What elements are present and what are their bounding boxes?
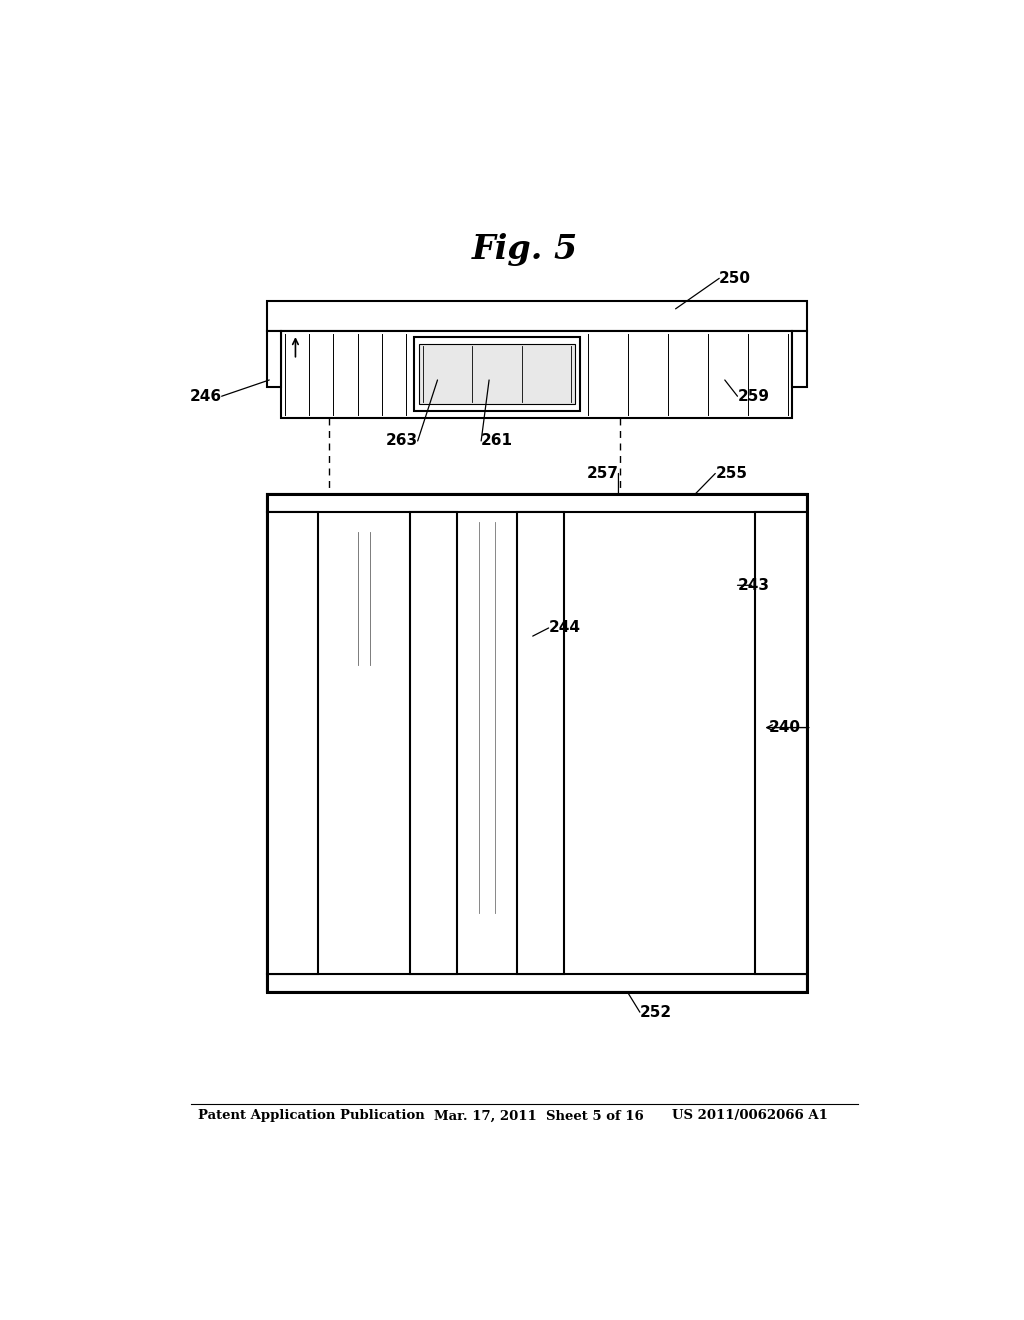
Bar bbox=[267, 974, 807, 991]
Text: 243: 243 bbox=[737, 578, 769, 593]
Bar bbox=[267, 494, 807, 991]
Bar bbox=[267, 494, 807, 512]
Bar bbox=[755, 512, 807, 974]
Text: 257: 257 bbox=[587, 466, 618, 480]
Text: 244: 244 bbox=[549, 620, 581, 635]
Bar bbox=[267, 301, 807, 331]
Text: Mar. 17, 2011  Sheet 5 of 16: Mar. 17, 2011 Sheet 5 of 16 bbox=[433, 1109, 643, 1122]
Text: 255: 255 bbox=[715, 466, 748, 480]
Text: Fig. 5: Fig. 5 bbox=[472, 234, 578, 267]
Text: 252: 252 bbox=[640, 1005, 672, 1019]
Bar bbox=[517, 512, 564, 974]
Text: Patent Application Publication: Patent Application Publication bbox=[198, 1109, 425, 1122]
Bar bbox=[410, 512, 458, 974]
Bar bbox=[419, 345, 574, 404]
Bar bbox=[517, 512, 564, 974]
Bar bbox=[267, 974, 807, 991]
Bar bbox=[267, 301, 807, 331]
Bar bbox=[267, 331, 282, 387]
Text: 250: 250 bbox=[719, 271, 752, 286]
Bar bbox=[267, 494, 807, 512]
Bar bbox=[793, 331, 807, 387]
Text: 246: 246 bbox=[189, 388, 221, 404]
Text: 259: 259 bbox=[737, 388, 769, 404]
Text: 240: 240 bbox=[769, 721, 801, 735]
Bar bbox=[755, 512, 807, 974]
Text: US 2011/0062066 A1: US 2011/0062066 A1 bbox=[672, 1109, 827, 1122]
Bar bbox=[267, 512, 318, 974]
Bar bbox=[267, 512, 318, 974]
Text: 263: 263 bbox=[386, 433, 418, 449]
Bar bbox=[414, 338, 581, 412]
Bar bbox=[410, 512, 458, 974]
Bar bbox=[282, 331, 793, 417]
Text: 261: 261 bbox=[481, 433, 513, 449]
